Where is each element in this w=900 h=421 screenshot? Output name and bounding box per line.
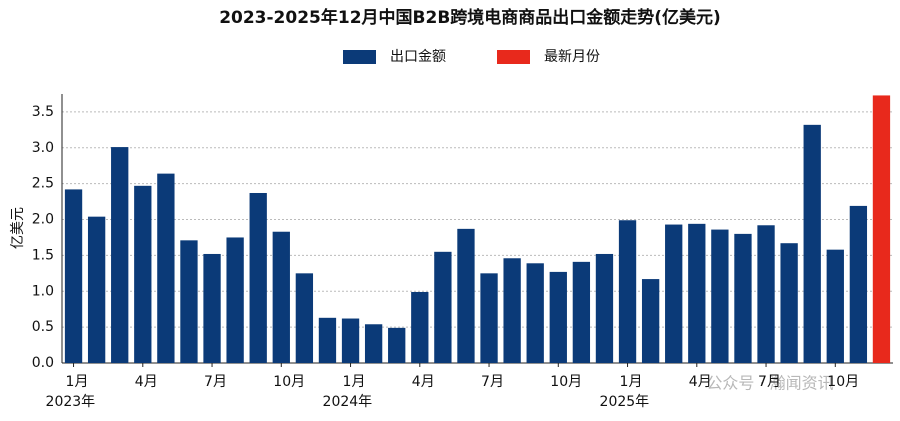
x-year-label: 2023年 — [46, 394, 96, 410]
bar — [434, 251, 452, 363]
bar — [111, 147, 129, 363]
bar — [711, 229, 729, 363]
x-tick-label: 10月 — [827, 374, 859, 390]
bar — [572, 261, 591, 363]
bar — [688, 223, 706, 363]
bar — [87, 216, 106, 363]
bar — [134, 185, 152, 363]
bar — [757, 225, 775, 363]
y-tick-label: 2.5 — [32, 176, 54, 192]
chart-title: 2023-2025年12月中国B2B跨境电商商品出口金额走势(亿美元) — [219, 7, 721, 28]
legend-swatch — [497, 50, 530, 64]
bar — [272, 231, 290, 363]
x-tick-label: 1月 — [343, 374, 366, 390]
x-tick-label: 7月 — [481, 374, 504, 390]
y-tick-label: 0.0 — [32, 355, 54, 371]
x-tick-label: 10月 — [550, 374, 582, 390]
y-tick-label: 3.0 — [32, 140, 54, 156]
x-tick-label: 4月 — [135, 374, 158, 390]
bar — [318, 317, 337, 363]
legend-swatch — [343, 50, 376, 64]
bar — [480, 273, 498, 363]
bar — [734, 233, 752, 363]
x-tick-label: 7月 — [758, 374, 781, 390]
bar — [388, 327, 406, 363]
bar — [872, 95, 891, 364]
bar — [157, 173, 175, 363]
bar — [364, 324, 383, 363]
y-tick-label: 2.0 — [32, 212, 54, 228]
bar — [803, 124, 821, 363]
bar — [180, 240, 198, 363]
x-tick-label: 4月 — [689, 374, 712, 390]
y-tick-label: 3.5 — [32, 104, 54, 120]
y-axis-label: 亿美元 — [10, 207, 26, 249]
y-tick-label: 1.5 — [32, 247, 54, 263]
y-tick-label: 1.0 — [32, 283, 54, 299]
x-tick-label: 1月 — [66, 374, 89, 390]
bar — [526, 263, 544, 363]
bar — [665, 224, 683, 363]
bar — [411, 291, 429, 363]
bar — [826, 249, 844, 363]
x-year-label: 2025年 — [600, 394, 650, 410]
bar — [618, 220, 637, 363]
legend-label: 最新月份 — [544, 49, 600, 65]
x-tick-label: 1月 — [620, 374, 643, 390]
y-tick-label: 0.5 — [32, 319, 54, 335]
bar — [226, 237, 244, 363]
bar — [595, 253, 614, 363]
bar — [64, 189, 83, 363]
watermark: 公众号 · 瀚闻资讯 — [706, 374, 833, 393]
bar — [295, 273, 314, 363]
bar — [457, 228, 475, 363]
x-year-label: 2024年 — [323, 394, 373, 410]
x-tick-label: 10月 — [273, 374, 305, 390]
x-tick-label: 4月 — [412, 374, 435, 390]
bar — [341, 318, 360, 363]
bar — [780, 243, 798, 363]
x-tick-label: 7月 — [204, 374, 227, 390]
bar — [203, 253, 221, 363]
bar — [249, 192, 267, 363]
bar — [549, 271, 567, 363]
bar — [641, 279, 660, 363]
bar — [849, 205, 868, 363]
bar — [503, 258, 521, 363]
legend-label: 出口金额 — [390, 49, 446, 65]
